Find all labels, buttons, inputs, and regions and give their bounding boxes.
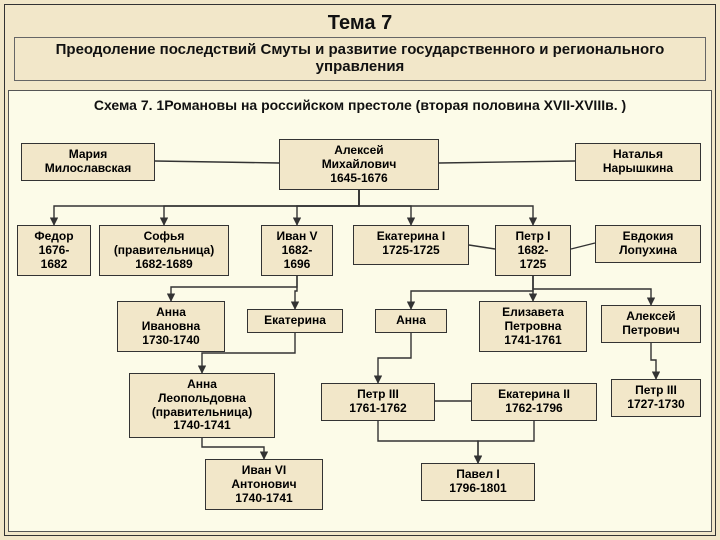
- diagram-panel: Схема 7. 1Романовы на российском престол…: [8, 90, 712, 532]
- title-band: Тема 7 Преодоление последствий Смуты и р…: [8, 8, 712, 84]
- node-annaIv: АннаИвановна1730-1740: [117, 301, 225, 352]
- node-ekat: Екатерина: [247, 309, 343, 333]
- node-petr3b: Петр III1727-1730: [611, 379, 701, 417]
- node-ekat1: Екатерина I1725-1725: [353, 225, 469, 265]
- node-natalia: НатальяНарышкина: [575, 143, 701, 181]
- node-petr1: Петр I1682-1725: [495, 225, 571, 276]
- node-ivan6: Иван VIАнтонович1740-1741: [205, 459, 323, 510]
- scheme-rest: Романовы на российском престоле (вторая …: [164, 97, 626, 113]
- node-fedor: Федор1676-1682: [17, 225, 91, 276]
- page-title: Тема 7: [8, 8, 712, 37]
- node-annaL: АннаЛеопольдовна(правительница)1740-1741: [129, 373, 275, 438]
- node-petr3: Петр III1761-1762: [321, 383, 435, 421]
- scheme-prefix: Схема 7. 1: [94, 97, 164, 113]
- node-aleksei: АлексейМихайлович1645-1676: [279, 139, 439, 190]
- scheme-caption: Схема 7. 1Романовы на российском престол…: [9, 91, 711, 118]
- node-alekP: АлексейПетрович: [601, 305, 701, 343]
- node-maria: МарияМилославская: [21, 143, 155, 181]
- node-evdokia: ЕвдокияЛопухина: [595, 225, 701, 263]
- node-pavel1: Павел I1796-1801: [421, 463, 535, 501]
- node-sofia: Софья(правительница)1682-1689: [99, 225, 229, 276]
- node-elizP: ЕлизаветаПетровна1741-1761: [479, 301, 587, 352]
- node-anna: Анна: [375, 309, 447, 333]
- node-ekat2: Екатерина II1762-1796: [471, 383, 597, 421]
- node-ivan5: Иван V1682-1696: [261, 225, 333, 276]
- subtitle: Преодоление последствий Смуты и развитие…: [14, 37, 706, 81]
